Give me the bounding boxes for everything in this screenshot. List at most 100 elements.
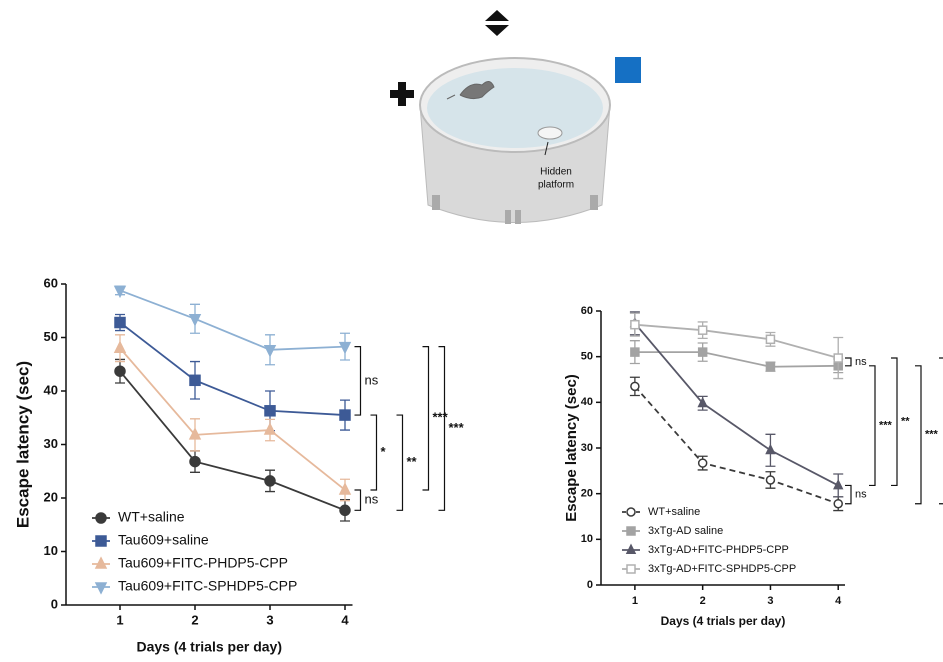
significance-label: ns — [365, 492, 379, 507]
series-line — [634, 323, 839, 359]
cue-diamond — [485, 10, 509, 36]
tank-leg — [432, 195, 440, 210]
point — [697, 396, 708, 408]
series-line — [634, 322, 839, 487]
x-tick-label: 1 — [116, 612, 123, 627]
significance-bracket — [845, 484, 852, 505]
tank-leg — [505, 210, 511, 224]
point — [697, 347, 708, 357]
point — [630, 381, 640, 392]
water — [427, 68, 603, 148]
legend-label: 3xTg-AD+FITC-PHDP5-CPP — [648, 544, 789, 556]
point — [697, 458, 708, 468]
x-tick-label: 4 — [835, 595, 842, 607]
legend-marker — [95, 512, 107, 524]
significance-label: *** — [925, 429, 939, 441]
point — [188, 314, 202, 327]
point — [188, 427, 202, 440]
x-tick-label: 4 — [341, 612, 349, 627]
significance-label: ** — [901, 416, 910, 428]
cue-cross — [390, 82, 414, 106]
y-tick-label: 50 — [581, 351, 593, 363]
point — [833, 353, 843, 363]
significance-label: * — [381, 444, 387, 459]
legend-marker — [626, 564, 636, 574]
point — [630, 347, 640, 357]
point — [765, 334, 776, 345]
point — [765, 361, 776, 372]
point — [339, 504, 351, 517]
significance-label: ns — [855, 488, 867, 500]
pointer — [544, 141, 549, 156]
significance-bracket — [869, 365, 876, 487]
point — [114, 365, 126, 377]
legend-marker — [94, 582, 108, 595]
point — [765, 475, 776, 485]
y-axis-label: Escape latency (sec) — [563, 374, 580, 522]
y-tick-label: 40 — [44, 382, 58, 397]
point — [114, 316, 126, 329]
point — [264, 475, 276, 487]
x-tick-label: 2 — [700, 595, 706, 607]
significance-bracket — [845, 357, 852, 367]
x-tick-label: 1 — [632, 595, 638, 607]
x-tick-label: 3 — [767, 595, 773, 607]
legend-label: Tau609+FITC-SPHDP5-CPP — [118, 578, 297, 594]
significance-bracket — [939, 357, 943, 505]
legend-label: WT+saline — [648, 506, 700, 518]
legend-label: 3xTg-AD saline — [648, 525, 723, 537]
cue-square — [615, 57, 641, 83]
series-line — [119, 321, 346, 416]
y-tick-label: 10 — [581, 533, 593, 545]
y-tick-label: 10 — [44, 543, 58, 558]
x-axis-label: Days (4 trials per day) — [661, 614, 786, 628]
diagram-label: platform — [538, 180, 574, 191]
legend-marker — [626, 507, 636, 517]
legend-marker — [625, 543, 637, 554]
legend-marker — [95, 535, 107, 547]
x-axis-label: Days (4 trials per day) — [136, 639, 282, 655]
y-tick-label: 30 — [44, 436, 58, 451]
significance-bracket — [891, 357, 898, 487]
point — [264, 405, 276, 417]
point — [339, 409, 351, 421]
y-tick-label: 50 — [44, 329, 58, 344]
x-tick-label: 3 — [266, 612, 273, 627]
hidden-platform — [537, 126, 563, 140]
diagram-label: Hidden — [540, 167, 572, 178]
significance-label: ** — [407, 454, 418, 469]
point — [338, 341, 352, 355]
significance-label: *** — [449, 420, 465, 435]
point — [630, 319, 640, 330]
y-tick-label: 40 — [581, 396, 593, 408]
significance-label: ns — [855, 356, 867, 368]
significance-label: ns — [365, 372, 379, 387]
y-tick-label: 30 — [581, 442, 593, 454]
significance-bracket — [915, 365, 922, 505]
point — [263, 422, 277, 435]
significance-bracket — [438, 345, 446, 511]
x-tick-label: 2 — [191, 612, 198, 627]
point — [697, 325, 708, 335]
point — [833, 498, 843, 509]
point — [338, 482, 352, 495]
tank-leg — [590, 195, 598, 210]
legend-label: WT+saline — [118, 509, 185, 525]
legend-marker — [94, 556, 108, 569]
significance-bracket — [422, 345, 430, 491]
y-axis-label: Escape latency (sec) — [13, 361, 32, 528]
point — [833, 478, 844, 490]
point — [113, 285, 127, 299]
series-line — [119, 347, 346, 491]
series-line — [119, 370, 346, 512]
legend-label: 3xTg-AD+FITC-SPHDP5-CPP — [648, 563, 796, 575]
series-line — [634, 385, 839, 505]
y-tick-label: 60 — [581, 305, 593, 317]
point — [263, 345, 277, 358]
y-tick-label: 20 — [581, 488, 593, 500]
maze-diagram: Hidden platform — [390, 10, 641, 224]
point — [113, 340, 127, 353]
legend-marker — [626, 526, 636, 536]
legend-label: Tau609+saline — [118, 532, 209, 548]
